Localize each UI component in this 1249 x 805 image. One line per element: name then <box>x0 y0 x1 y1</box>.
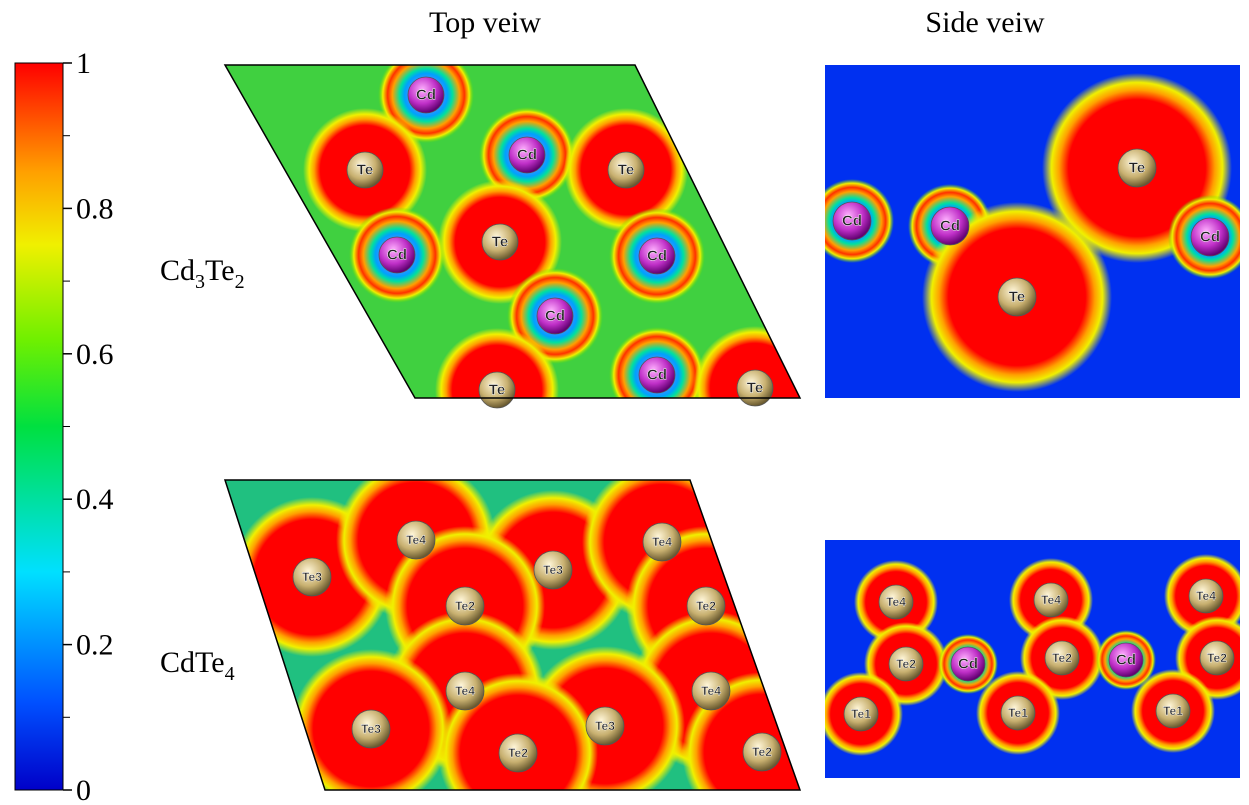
atom-label: Te2 <box>1207 651 1227 665</box>
panel <box>819 535 1249 785</box>
atom-label: Te <box>618 162 634 179</box>
atom-label: Cd <box>517 147 537 164</box>
atom-label: Cd <box>416 87 436 104</box>
row-label: CdTe4 <box>160 646 235 685</box>
atom-label: Cd <box>387 247 407 264</box>
atom-label: Te1 <box>1163 704 1183 718</box>
atom-label: Te4 <box>701 684 721 698</box>
atom-label: Cd <box>958 656 978 673</box>
figure: Top veiw Side veiw Cd3Te2 CdTe4 CdTeCdTe… <box>0 0 1249 805</box>
atom-label: Te <box>1009 289 1025 306</box>
panel <box>220 47 817 452</box>
column-title: Top veiw <box>429 6 541 39</box>
atom-label: Te3 <box>595 719 615 733</box>
atom-label: Te1 <box>1008 706 1028 720</box>
atom-label: Te <box>357 162 373 179</box>
atom-label: Te4 <box>455 684 475 698</box>
atom-label: Te1 <box>851 707 871 721</box>
atom-label: Te3 <box>302 570 322 584</box>
atom-label: Te <box>489 382 505 399</box>
tick-label: 0.4 <box>76 483 114 516</box>
atom-label: Te2 <box>696 599 716 613</box>
atom-label: Te4 <box>652 535 672 549</box>
atom-label: Te2 <box>752 745 772 759</box>
atom-label: Cd <box>940 218 960 235</box>
atom-label: Te2 <box>1052 651 1072 665</box>
atom-label: Cd <box>1200 229 1220 246</box>
atom-label: Cd <box>647 367 667 384</box>
panel <box>810 60 1249 405</box>
atom-label: Te4 <box>1041 593 1061 607</box>
atom-label: Cd <box>545 308 565 325</box>
column-title: Side veiw <box>925 6 1044 39</box>
tick-label: 0.2 <box>76 629 114 662</box>
tick-label: 0 <box>76 774 91 805</box>
atom-label: Te <box>492 234 508 251</box>
atom-label: Te2 <box>455 599 475 613</box>
atom-label: Te <box>1129 160 1145 177</box>
atom-label: Te2 <box>896 657 916 671</box>
tick-label: 0.6 <box>76 338 114 371</box>
atom-label: Cd <box>842 213 862 230</box>
atom-label: Cd <box>647 248 667 265</box>
tick-label: 0.8 <box>76 192 114 225</box>
atom-label: Te2 <box>508 746 528 760</box>
atom-label: Te4 <box>886 595 906 609</box>
atom-label: Cd <box>1116 652 1136 669</box>
atom-label: Te3 <box>543 563 563 577</box>
atom-label: Te4 <box>406 533 426 547</box>
atom-label: Te <box>747 380 763 397</box>
atom-label: Te3 <box>361 722 381 736</box>
tick-label: 1 <box>76 47 91 80</box>
colorbar <box>15 63 63 790</box>
row-label: Cd3Te2 <box>160 254 245 293</box>
atom-label: Te4 <box>1196 589 1216 603</box>
